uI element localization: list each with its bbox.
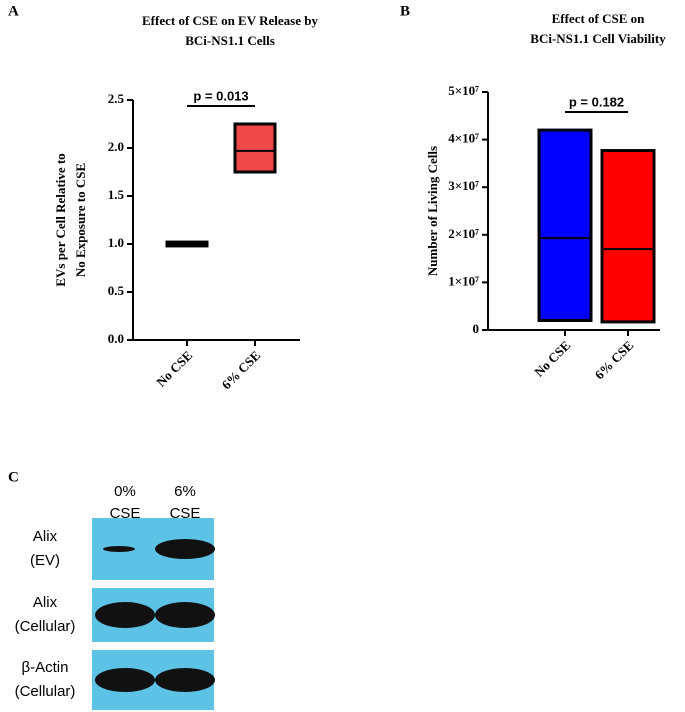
y-tick-label: 2.5 [108,91,125,106]
range-box [600,149,656,324]
x-tick-label: No CSE [153,348,195,390]
x-tick-label: 6% CSE [592,338,637,383]
y-axis-label: EVs per Cell Relative to [53,153,68,286]
y-tick-label: 1.5 [108,187,125,202]
y-tick-label: 4×10⁷ [448,131,479,146]
range-box [537,128,593,322]
blot-band [95,602,155,628]
chart-title: BCi-NS1.1 Cell Viability [530,31,666,46]
y-tick-label: 1.0 [108,235,124,250]
lane-label: CSE [110,505,141,522]
lane-label: 6% [174,483,196,500]
row-label: (Cellular) [15,683,76,700]
panel-label: A [8,3,19,19]
chart-title: BCi-NS1.1 Cells [185,33,275,48]
chart-title: Effect of CSE on EV Release by [142,13,318,28]
lane-label: 0% [114,483,136,500]
row-label: Alix [33,528,58,545]
y-tick-label: 2.0 [108,139,124,154]
y-tick-label: 0 [473,321,480,336]
y-tick-label: 0.0 [108,331,124,346]
y-tick-label: 0.5 [108,283,125,298]
row-label: β-Actin [22,659,69,676]
row-label: (EV) [30,552,60,569]
blot-band [155,602,215,628]
blot-band [95,668,155,692]
range-box [233,122,277,174]
lane-label: CSE [170,505,201,522]
panel-label: B [400,3,410,19]
p-value: p = 0.182 [569,94,624,109]
blot-band [155,668,215,692]
blot-band [155,539,215,559]
blot-band [103,546,135,552]
y-tick-label: 5×10⁷ [448,83,479,98]
panel-label: C [8,469,19,485]
y-tick-label: 3×10⁷ [448,178,479,193]
row-label: (Cellular) [15,618,76,635]
p-value: p = 0.013 [193,88,248,103]
y-axis-label: No Exposure to CSE [73,163,88,277]
x-tick-label: No CSE [531,338,573,380]
y-tick-label: 2×10⁷ [448,226,479,241]
chart-title: Effect of CSE on [552,11,646,26]
y-tick-label: 1×10⁷ [448,273,479,288]
x-tick-label: 6% CSE [219,348,264,393]
y-axis-label: Number of Living Cells [425,146,440,276]
row-label: Alix [33,594,58,611]
